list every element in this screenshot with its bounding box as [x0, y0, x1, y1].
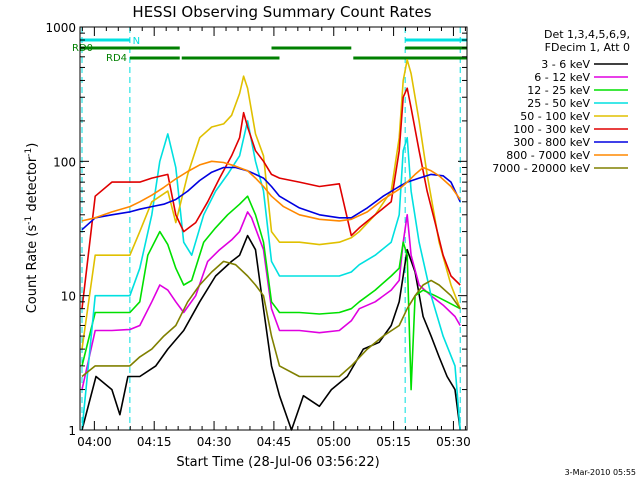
series-lines: [81, 59, 461, 431]
legend-label: 300 - 800 keV: [513, 136, 590, 149]
legend-label: 3 - 6 keV: [541, 58, 590, 71]
series-line-12-25-keV-kev: [81, 195, 461, 391]
y-axis-label: Count Rate (s-1 detector-1): [24, 143, 40, 314]
chart-title: HESSI Observing Summary Count Rates: [132, 3, 431, 21]
footer-date: 3-Mar-2010 05:55: [565, 468, 636, 477]
legend-label: 100 - 300 keV: [513, 123, 590, 136]
x-tick-label: 05:15: [376, 435, 411, 449]
y-axis-label-unit: detector: [25, 156, 40, 216]
x-tick-label: 04:30: [197, 435, 232, 449]
x-tick-label: 04:15: [137, 435, 172, 449]
x-tick-label: 05:00: [316, 435, 351, 449]
y-tick-label: 100: [53, 155, 76, 169]
y-axis-label-close: ): [25, 143, 40, 148]
plot-area: N RD0 RD4: [72, 26, 468, 431]
legend-label: 25 - 50 keV: [527, 97, 590, 110]
legend-header-line2: FDecim 1, Att 0: [545, 41, 630, 54]
y-tick-label: 10: [61, 290, 76, 304]
y-axis-label-exp1: -1: [24, 216, 34, 225]
x-tick-label: 05:30: [436, 435, 471, 449]
y-tick-label: 1000: [45, 21, 76, 35]
legend-label: 7000 - 20000 keV: [492, 162, 590, 175]
y-axis: 1 10 100 1000: [45, 21, 467, 438]
flag-bars: N RD0 RD4: [72, 27, 467, 430]
series-line-25-50-keV-kev: [81, 120, 461, 431]
series-line-100-300-keV-kev: [81, 87, 461, 309]
series-line-7000-20000-keV-kev: [81, 260, 461, 378]
legend: Det 1,3,4,5,6,9, FDecim 1, Att 0 3 - 6 k…: [492, 28, 630, 175]
rd4-flag-label: RD4: [106, 53, 127, 64]
x-tick-label: 04:45: [257, 435, 292, 449]
series-line-800-7000-keV-kev: [81, 160, 461, 222]
legend-label: 6 - 12 keV: [534, 71, 590, 84]
x-axis-label: Start Time (28-Jul-06 03:56:22): [176, 455, 379, 470]
legend-header-line1: Det 1,3,4,5,6,9,: [544, 28, 630, 41]
legend-label: 12 - 25 keV: [527, 84, 590, 97]
y-tick-label: 1: [68, 424, 76, 438]
series-line-3-6-keV-kev: [81, 234, 461, 431]
x-tick-label: 04:00: [77, 435, 112, 449]
y-axis-label-exp2: -1: [24, 148, 34, 157]
rd0-flag-label: RD0: [72, 43, 93, 54]
series-line-50-100-keV-kev: [81, 59, 461, 350]
x-axis: 04:00 04:15 04:30 04:45 05:00 05:15 05:30: [77, 27, 471, 449]
legend-label: 800 - 7000 keV: [506, 149, 590, 162]
night-flag-label: N: [133, 36, 140, 47]
y-axis-label-main: Count Rate (s: [25, 225, 40, 314]
series-line-6-12-keV-kev: [81, 211, 461, 390]
legend-label: 50 - 100 keV: [520, 110, 590, 123]
